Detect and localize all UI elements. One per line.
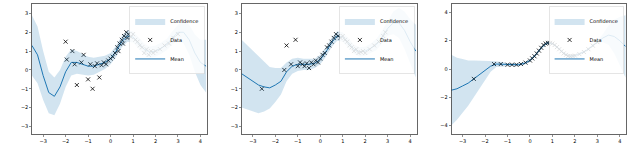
svg-text:0: 0 [235,67,238,73]
svg-text:Data: Data [590,37,602,43]
svg-text:1: 1 [341,138,344,144]
svg-text:Confidence: Confidence [590,18,618,24]
svg-text:−1: −1 [21,86,28,92]
svg-text:0: 0 [109,138,112,144]
svg-text:2: 2 [154,138,157,144]
svg-text:−3: −3 [39,138,46,144]
svg-text:3: 3 [386,138,389,144]
svg-text:Mean: Mean [590,56,604,62]
svg-text:Confidence: Confidence [170,18,198,24]
svg-text:3: 3 [235,10,238,16]
svg-text:−1: −1 [231,86,238,92]
svg-text:−3: −3 [21,123,28,129]
svg-text:Data: Data [170,37,182,43]
svg-text:−2: −2 [62,138,69,144]
svg-text:Data: Data [380,37,392,43]
svg-text:3: 3 [176,138,179,144]
svg-text:4: 4 [445,9,448,15]
svg-text:−2: −2 [231,104,238,110]
svg-text:−2: −2 [440,94,447,100]
svg-text:4: 4 [199,138,202,144]
svg-text:−1: −1 [294,138,301,144]
svg-text:0: 0 [528,138,531,144]
svg-text:2: 2 [235,29,238,35]
svg-text:1: 1 [235,48,238,54]
svg-text:−4: −4 [440,122,447,128]
svg-text:−3: −3 [231,123,238,129]
svg-text:0: 0 [319,138,322,144]
svg-text:1: 1 [25,48,28,54]
svg-text:0: 0 [25,67,28,73]
svg-text:0: 0 [445,66,448,72]
svg-text:2: 2 [25,29,28,35]
svg-text:2: 2 [445,37,448,43]
svg-text:1: 1 [551,138,554,144]
svg-text:Mean: Mean [170,56,184,62]
svg-text:−1: −1 [84,138,91,144]
svg-text:2: 2 [573,138,576,144]
svg-text:3: 3 [25,10,28,16]
svg-text:4: 4 [409,138,412,144]
svg-text:−2: −2 [272,138,279,144]
svg-text:2: 2 [364,138,367,144]
svg-text:3: 3 [596,138,599,144]
svg-text:Confidence: Confidence [380,18,408,24]
svg-text:4: 4 [618,138,621,144]
svg-text:Mean: Mean [380,56,394,62]
svg-text:−1: −1 [504,138,511,144]
svg-text:1: 1 [131,138,134,144]
svg-text:−2: −2 [481,138,488,144]
svg-text:−3: −3 [459,138,466,144]
svg-text:−2: −2 [21,104,28,110]
svg-text:−3: −3 [249,138,256,144]
